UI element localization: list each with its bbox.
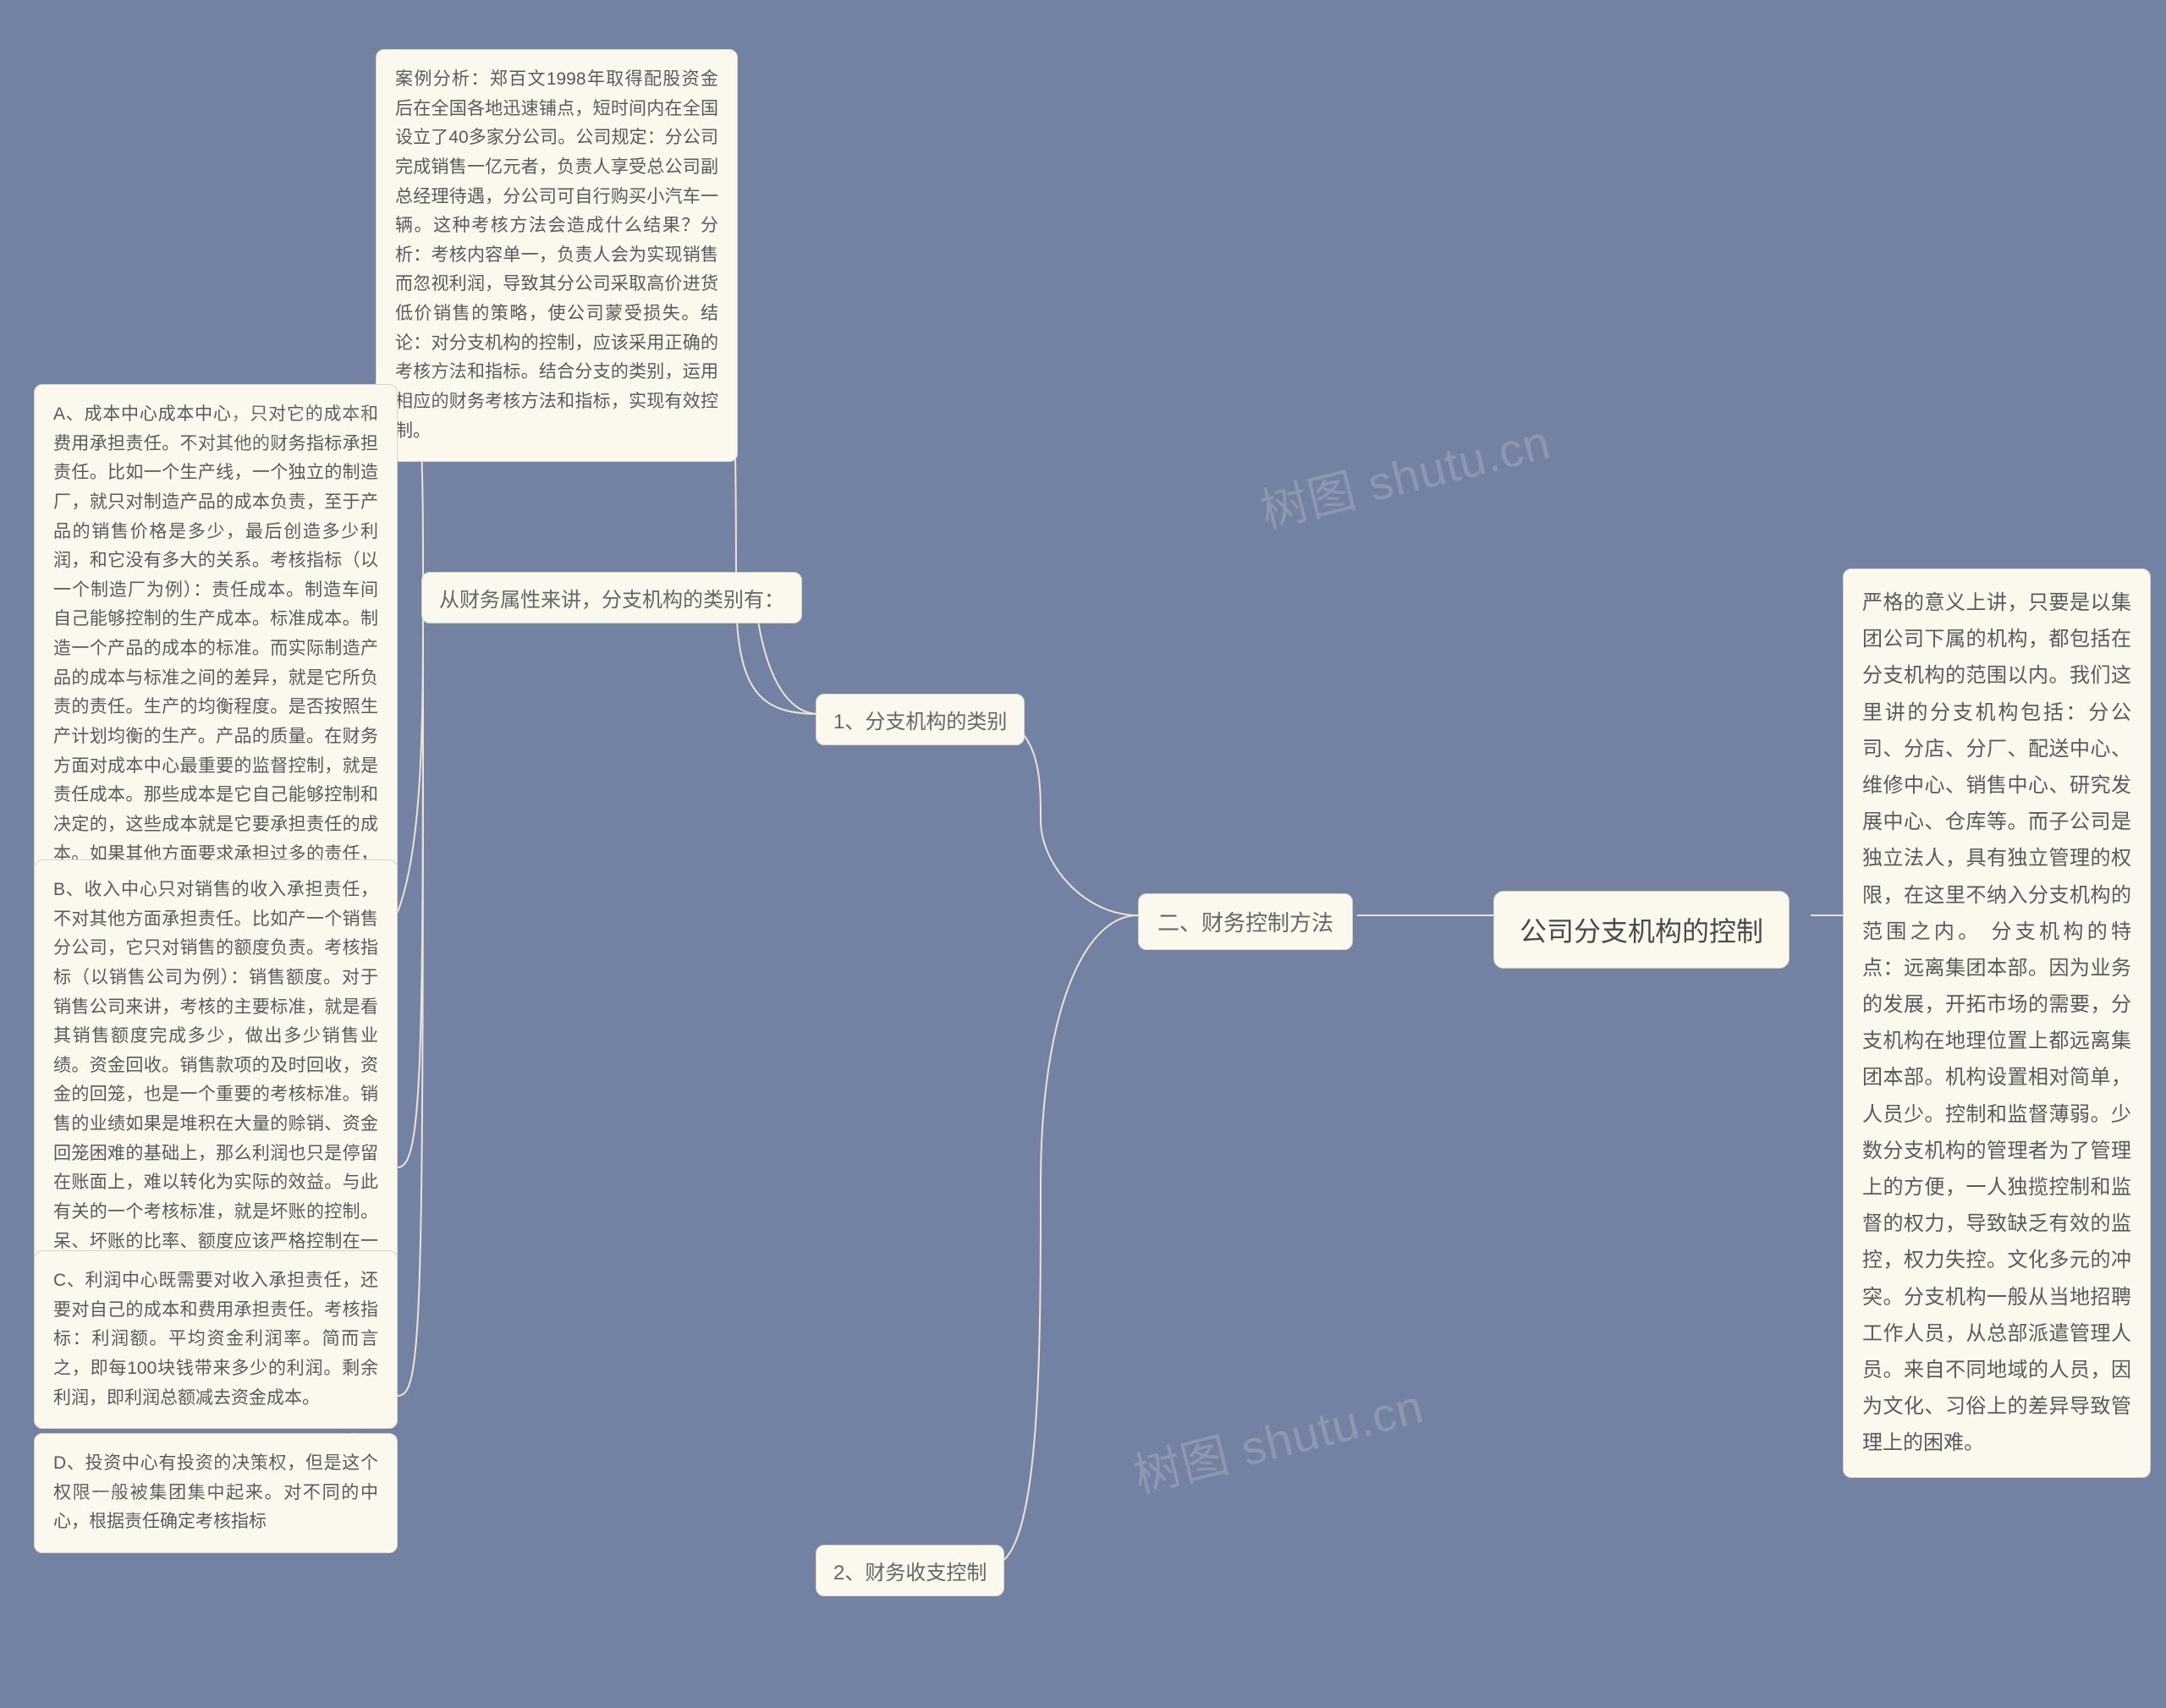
sub-categories-label: 1、分支机构的类别 <box>833 711 1007 733</box>
attr-label-node: 从财务属性来讲，分支机构的类别有： <box>421 572 802 623</box>
branch-financial-label: 二、财务控制方法 <box>1157 910 1333 936</box>
sub-income-control: 2、财务收支控制 <box>816 1545 1004 1596</box>
item-c-text: C、利润中心既需要对收入承担责任，还要对自己的成本和费用承担责任。考核指标：利润… <box>53 1271 378 1408</box>
case-text: 案例分析：郑百文1998年取得配股资金后在全国各地迅速铺点，短时间内在全国设立了… <box>395 69 718 441</box>
item-c-profit-center: C、利润中心既需要对收入承担责任，还要对自己的成本和费用承担责任。考核指标：利润… <box>34 1250 398 1429</box>
item-b-income-center: B、收入中心只对销售的收入承担责任，不对其他方面承担责任。比如产一个销售分公司，… <box>34 859 398 1302</box>
side-paragraph-text: 严格的意义上讲，只要是以集团公司下属的机构，都包括在分支机构的范围以内。我们这里… <box>1862 591 2131 1454</box>
sub-income-label: 2、财务收支控制 <box>833 1562 987 1584</box>
item-b-text: B、收入中心只对销售的收入承担责任，不对其他方面承担责任。比如产一个销售分公司，… <box>53 880 378 1280</box>
attr-label-text: 从财务属性来讲，分支机构的类别有： <box>439 589 784 612</box>
sub-categories: 1、分支机构的类别 <box>816 694 1025 745</box>
item-d-text: D、投资中心有投资的决策权，但是这个权限一般被集团集中起来。对不同的中心，根据责… <box>53 1453 378 1531</box>
watermark-3: 树图 shutu.cn <box>1252 404 1556 542</box>
watermark-2: 树图 shutu.cn <box>1125 1369 1429 1507</box>
case-analysis: 案例分析：郑百文1998年取得配股资金后在全国各地迅速铺点，短时间内在全国设立了… <box>376 49 738 462</box>
side-paragraph: 严格的意义上讲，只要是以集团公司下属的机构，都包括在分支机构的范围以内。我们这里… <box>1843 568 2151 1478</box>
item-d-invest-center: D、投资中心有投资的决策权，但是这个权限一般被集团集中起来。对不同的中心，根据责… <box>34 1433 398 1553</box>
root-label: 公司分支机构的控制 <box>1520 916 1763 947</box>
branch-financial-methods: 二、财务控制方法 <box>1138 893 1353 950</box>
root-node: 公司分支机构的控制 <box>1493 891 1789 969</box>
